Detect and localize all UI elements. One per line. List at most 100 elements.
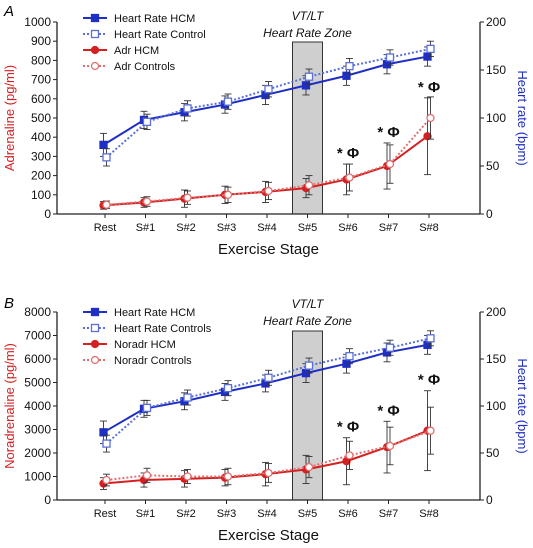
right-tick-label: 200 [486,15,506,29]
data-point [304,361,314,370]
data-point [223,383,233,393]
legend-marker [90,339,100,349]
data-point [342,71,351,80]
data-point [142,117,152,126]
data-point [264,468,273,478]
zone-label-line2: Heart Rate Zone [263,26,352,40]
left-tick-label: 1000 [24,470,51,484]
right-tick-label: 0 [486,207,493,221]
panel-label: B [4,295,14,312]
legend: Heart Rate HCM Heart Rate Control Adr HCM A… [83,13,206,73]
legend-entry-noradr-controls: Noradr Controls [114,355,192,367]
left-tick-label: 1000 [24,15,51,29]
data-point [264,373,273,382]
data-point [385,159,395,169]
series-line [106,117,432,206]
x-tick-label-s-4: S#4 [257,508,277,520]
data-point [385,53,395,62]
legend-marker [90,323,100,333]
panel-label: A [3,3,14,20]
data-point [142,471,152,480]
data-point [426,113,435,123]
legend-marker [90,355,100,365]
left-tick-label: 700 [31,73,51,87]
left-tick-label: 200 [31,169,51,183]
left-tick-label: 500 [31,111,51,125]
right-tick-label: 100 [486,111,506,125]
left-tick-label: 600 [31,92,51,106]
data-point [264,186,273,196]
left-tick-label: 0 [44,207,51,221]
legend-entry-adr-controls: Adr Controls [114,61,176,73]
legend-entry-heart-rate-controls: Heart Rate Controls [114,323,212,335]
significance-marker-s-7: * Φ [377,124,399,141]
series-line [105,47,431,159]
zone-label-line1: VT/LT [292,9,325,23]
x-tick-label-s-6: S#6 [338,222,358,234]
legend-entry-heart-rate-control: Heart Rate Control [114,29,206,41]
right-tick-label: 150 [486,352,506,366]
x-tick-label-s-8: S#8 [419,508,439,520]
right-axis-title: Heart rate (bpm) [515,358,530,453]
x-tick-label-rest: Rest [94,508,117,520]
legend-marker [90,29,100,39]
series-adr-controls [102,96,435,210]
data-point [183,472,192,481]
data-point [345,451,354,460]
x-tick-label-s-3: S#3 [217,508,237,520]
data-point [99,140,108,150]
x-tick-label-s-2: S#2 [176,222,196,234]
right-tick-label: 50 [486,159,500,173]
x-tick-label-s-8: S#8 [419,222,439,234]
left-tick-label: 800 [31,53,51,67]
legend-marker [90,13,100,23]
left-tick-label: 4000 [24,399,51,413]
data-point [102,475,111,485]
left-tick-label: 900 [31,34,51,48]
legend-marker [90,61,100,71]
x-tick-label-s-4: S#4 [257,222,277,234]
legend-entry-adr-hcm: Adr HCM [114,45,159,57]
x-tick-label-s-2: S#2 [176,508,196,520]
data-point [223,97,233,106]
left-tick-label: 400 [31,130,51,144]
data-point [304,72,314,81]
data-point [102,439,111,448]
legend-entry-heart-rate-hcm: Heart Rate HCM [114,307,195,319]
data-point [223,190,233,199]
data-point [301,81,311,90]
data-point [304,462,314,472]
left-tick-label: 3000 [24,423,51,437]
series-heart-rate-control [102,40,435,167]
legend-entry-noradr-hcm: Noradr HCM [114,339,176,351]
data-point [345,352,354,361]
series-heart-rate-hcm [99,335,432,445]
threshold-zone [292,330,323,501]
left-tick-label: 7000 [24,329,51,343]
right-axis-title: Heart rate (bpm) [515,70,530,165]
data-point [382,60,392,69]
x-tick-label-s-1: S#1 [136,222,156,234]
x-tick-label-s-7: S#7 [379,222,399,234]
x-axis-title: Exercise Stage [218,527,319,544]
left-tick-label: 0 [44,493,51,507]
data-point [385,441,395,451]
data-point [99,428,108,437]
data-point [102,153,111,162]
significance-marker-s-6: * Φ [337,419,359,436]
data-point [142,197,152,206]
data-point [423,132,432,141]
x-tick-label-s-5: S#5 [298,222,318,234]
series-noradr-controls [102,406,435,487]
x-tick-label-s-5: S#5 [298,508,318,520]
data-point [345,173,354,182]
data-point [345,62,354,71]
left-axis-title: Adrenaline (pg/ml) [2,65,17,171]
left-tick-label: 8000 [24,305,51,319]
left-axis-title: Noradrenaline (pg/ml) [2,343,17,469]
right-tick-label: 200 [486,305,506,319]
data-point [142,403,152,413]
data-point [102,200,111,209]
